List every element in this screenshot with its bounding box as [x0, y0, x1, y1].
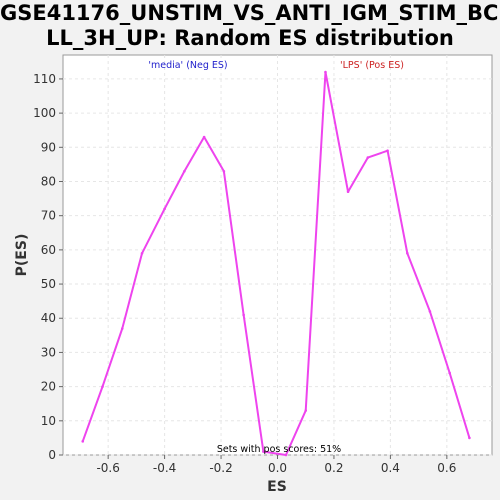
chart-title-line-2: LL_3H_UP: Random ES distribution — [46, 26, 454, 50]
data-point — [346, 190, 350, 194]
data-point — [101, 385, 104, 388]
series-line — [81, 71, 471, 456]
data-point — [242, 313, 245, 317]
y-tick-label: 60 — [41, 243, 56, 257]
chart-title-line-1: GSE41176_UNSTIM_VS_ANTI_IGM_STIM_BCE — [0, 1, 500, 25]
x-tick-label: 0.6 — [437, 461, 456, 475]
pos-scores-label: Sets with pos scores: 51% — [217, 444, 341, 455]
y-tick-label: 20 — [41, 380, 56, 394]
y-tick-label: 70 — [41, 209, 56, 223]
x-axis-title: ES — [267, 479, 287, 495]
neg-es-label: 'media' (Neg ES) — [148, 60, 227, 71]
chart-title: GSE41176_UNSTIM_VS_ANTI_IGM_STIM_BCE LL_… — [0, 0, 500, 51]
data-point — [304, 409, 308, 412]
data-point — [428, 310, 432, 313]
y-tick-label: 100 — [33, 106, 56, 120]
y-tick-label: 80 — [41, 174, 56, 188]
x-tick-label: -0.2 — [209, 461, 232, 475]
y-tick-label: 90 — [41, 140, 56, 154]
x-tick-label: 0.2 — [324, 461, 343, 475]
y-tick-label: 0 — [48, 448, 56, 462]
pos-es-label: 'LPS' (Pos ES) — [340, 60, 404, 71]
data-point — [366, 156, 370, 159]
y-axis-title: P(ES) — [14, 234, 30, 277]
x-tick-label: 0.4 — [381, 461, 400, 475]
data-point — [448, 371, 451, 375]
data-point — [468, 436, 471, 440]
data-point — [222, 169, 226, 173]
data-point — [202, 135, 206, 139]
data-point — [262, 450, 265, 453]
data-point — [386, 149, 389, 153]
y-tick-label: 10 — [41, 414, 56, 428]
x-tick-label: -0.4 — [153, 461, 176, 475]
data-point — [120, 327, 124, 330]
y-tick-label: 40 — [41, 311, 56, 325]
data-point — [163, 207, 166, 211]
data-point — [81, 440, 85, 443]
y-tick-label: 30 — [41, 345, 56, 359]
y-tick-label: 110 — [33, 72, 56, 86]
y-tick-label: 50 — [41, 277, 56, 291]
series-layer — [81, 70, 471, 457]
data-point — [406, 251, 409, 255]
data-point — [284, 453, 288, 457]
axes: -0.6 -0.4 -0.2 0.0 0.2 0.4 0.6 0 10 20 30 40 50 60 70 8… — [33, 72, 456, 475]
data-point — [140, 251, 144, 255]
x-tick-label: 0.0 — [268, 461, 287, 475]
data-point — [324, 70, 327, 74]
x-tick-label: -0.6 — [96, 461, 119, 475]
data-point — [183, 169, 186, 173]
